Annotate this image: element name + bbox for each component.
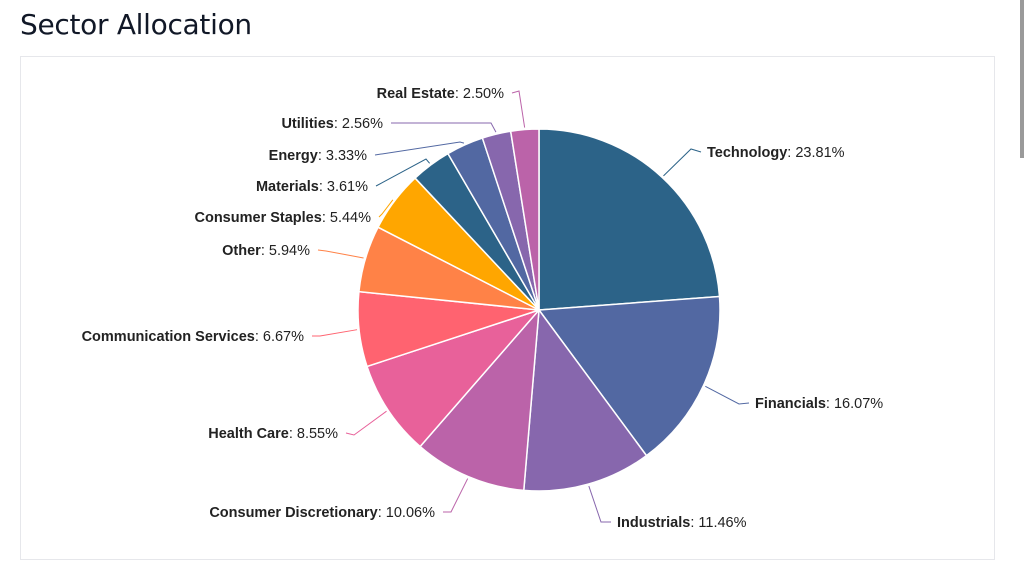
slice-label: Utilities: 2.56% — [281, 116, 383, 132]
slice-label-value: : 8.55% — [289, 426, 338, 442]
slice-label-name: Real Estate — [377, 86, 455, 102]
slice-label-name: Consumer Staples — [195, 210, 322, 226]
slice-label-value: : 2.56% — [334, 116, 383, 132]
pie-slice-financials[interactable] — [538, 295, 721, 457]
slice-label: Industrials: 11.46% — [617, 515, 747, 531]
leader-line — [511, 90, 526, 128]
slice-label-value: : 23.81% — [787, 145, 844, 161]
chart-card: Technology: 23.81% Financials: 16.07% Indu… — [20, 56, 995, 560]
pie-slice-health-care[interactable] — [366, 309, 540, 448]
slice-label-name: Health Care — [208, 426, 289, 442]
slice-label-value: : 2.50% — [455, 86, 504, 102]
slice-label-value: : 3.33% — [318, 148, 367, 164]
slice-label-value: : 11.46% — [690, 515, 746, 531]
pie-slice-consumer-discretionary[interactable] — [419, 309, 540, 492]
slice-label: Other: 5.94% — [222, 243, 310, 259]
leader-line — [663, 148, 702, 177]
slice-label-value: : 6.67% — [255, 329, 304, 345]
slice-label-value: : 3.61% — [319, 179, 368, 195]
leader-line — [312, 329, 358, 337]
slice-label: Communication Services: 6.67% — [82, 329, 305, 345]
slice-label: Consumer Discretionary: 10.06% — [209, 505, 435, 521]
leader-line — [443, 478, 469, 513]
pie-chart: Technology: 23.81% Financials: 16.07% Indu… — [82, 86, 884, 531]
slice-label-name: Technology — [707, 145, 787, 161]
slice-label-value: : 5.94% — [261, 243, 310, 259]
slice-label-name: Energy — [269, 148, 318, 164]
slice-label: Energy: 3.33% — [269, 148, 367, 164]
slice-label-name: Consumer Discretionary — [209, 505, 377, 521]
slice-label-name: Utilities — [281, 116, 333, 132]
slice-label: Health Care: 8.55% — [208, 426, 338, 442]
pie-slices — [357, 128, 721, 492]
leader-line — [378, 199, 394, 218]
page-title: Sector Allocation — [20, 8, 252, 41]
slice-label-name: Other — [222, 243, 261, 259]
slice-label-name: Industrials — [617, 515, 690, 531]
leader-line — [375, 158, 431, 187]
slice-label-value: : 5.44% — [322, 210, 371, 226]
pie-slice-real-estate[interactable] — [509, 128, 540, 311]
slice-label-value: : 16.07% — [826, 396, 883, 412]
slice-label: Consumer Staples: 5.44% — [195, 210, 372, 226]
leader-line — [705, 385, 750, 405]
pie-slice-technology[interactable] — [538, 128, 721, 311]
leader-line — [391, 122, 497, 133]
scrollbar[interactable] — [1020, 0, 1024, 158]
slice-label: Materials: 3.61% — [256, 179, 368, 195]
slice-label-name: Materials — [256, 179, 319, 195]
leader-line — [374, 141, 465, 156]
leader-line — [317, 249, 364, 259]
leader-line — [345, 410, 387, 436]
slice-label-name: Financials — [755, 396, 826, 412]
slice-label: Real Estate: 2.50% — [377, 86, 504, 102]
leader-line — [588, 485, 611, 523]
leader-lines — [312, 90, 750, 523]
slice-label-value: : 10.06% — [378, 505, 435, 521]
slice-labels: Technology: 23.81% Financials: 16.07% Indu… — [82, 86, 884, 531]
slice-label: Financials: 16.07% — [755, 396, 883, 412]
slice-label: Technology: 23.81% — [707, 145, 845, 161]
pie-slice-industrials[interactable] — [523, 309, 648, 492]
slice-label-name: Communication Services — [82, 329, 255, 345]
